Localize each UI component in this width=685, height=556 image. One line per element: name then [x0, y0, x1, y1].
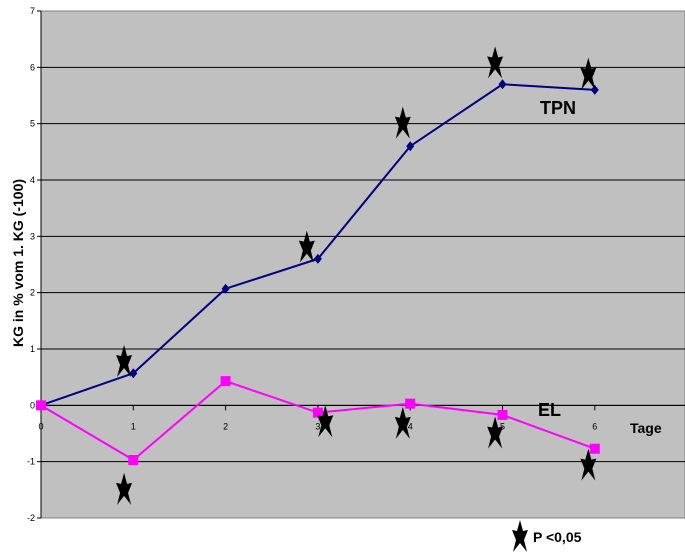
legend-label: P <0,05 — [533, 529, 582, 545]
legend-star-icon — [512, 520, 528, 552]
x-tick-label: 3 — [315, 421, 320, 431]
data-point-el — [128, 454, 139, 465]
y-tick-label: 4 — [30, 175, 35, 185]
y-tick-label: 0 — [30, 400, 35, 410]
x-tick-label: 2 — [223, 421, 228, 431]
x-axis-label: Tage — [630, 420, 662, 436]
data-point-tpn — [406, 141, 415, 152]
series-label-el: EL — [538, 400, 561, 420]
data-point-tpn — [498, 79, 507, 90]
series — [36, 79, 600, 465]
data-point-el — [220, 376, 231, 387]
y-tick-label: 2 — [30, 288, 35, 298]
data-point-tpn — [129, 368, 138, 379]
data-point-el — [589, 443, 600, 454]
data-point-tpn — [590, 84, 599, 95]
y-axis-label: KG in % vom 1. KG (-100) — [10, 179, 26, 347]
x-tick-label: 1 — [131, 421, 136, 431]
x-tick-label: 5 — [500, 421, 505, 431]
data-point-el — [405, 398, 416, 409]
y-tick-label: 1 — [30, 344, 35, 354]
x-tick-label: 4 — [408, 421, 413, 431]
y-tick-label: 3 — [30, 231, 35, 241]
legend: P <0,05 — [512, 520, 582, 552]
plot-area — [40, 10, 685, 519]
y-tick-label: -2 — [27, 513, 35, 523]
x-tick-label: 0 — [38, 421, 43, 431]
y-tick-label: 7 — [30, 6, 35, 16]
data-point-el — [312, 407, 323, 418]
x-tick-label: 6 — [592, 421, 597, 431]
series-label-tpn: TPN — [540, 98, 576, 118]
y-tick-label: 5 — [30, 119, 35, 129]
y-tick-label: -1 — [27, 457, 35, 467]
data-point-el — [497, 409, 508, 420]
axes: -2 -1 0 1 2 3 4 5 6 7 0 1 2 3 4 5 6 — [27, 6, 685, 523]
data-point-tpn — [221, 283, 230, 294]
y-tick-label: 6 — [30, 62, 35, 72]
data-point-el — [36, 400, 46, 411]
data-point-tpn — [313, 253, 322, 264]
